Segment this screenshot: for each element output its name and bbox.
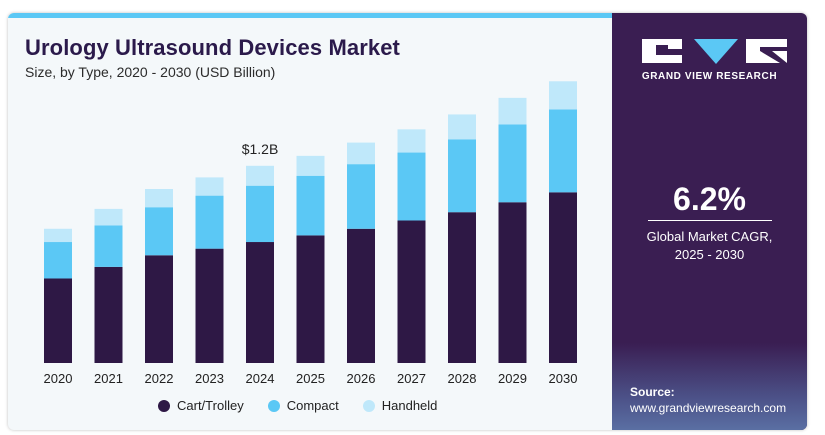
x-tick-label: 2022 — [145, 371, 174, 386]
bar-2026-handheld — [347, 142, 375, 165]
bar-2020-handheld — [44, 228, 72, 243]
x-tick-label: 2020 — [44, 371, 73, 386]
legend-item: Compact — [267, 398, 339, 413]
legend-swatch — [267, 399, 280, 412]
bar-2027-compact — [397, 152, 426, 221]
legend-item: Handheld — [362, 398, 438, 413]
bar-2023-cart-trolley — [195, 248, 224, 363]
brand-logo — [642, 39, 787, 64]
bar-2021-compact — [94, 225, 123, 267]
cagr-label-line2: 2025 - 2030 — [674, 247, 745, 262]
legend-item: Cart/Trolley — [158, 398, 244, 413]
stacked-bar-chart: 2020 2021 2022 2023 2024 $1.2B 2025 2026 2027 202… — [44, 81, 578, 386]
bar-2030-compact — [549, 109, 577, 193]
sidebar-panel: GRAND VIEW RESEARCH 6.2% Global Market C… — [612, 13, 807, 430]
x-tick-label: 2026 — [347, 371, 376, 386]
bar-2023-handheld — [195, 177, 224, 196]
bar-2025-compact — [296, 175, 325, 236]
chart-legend: Cart/Trolley Compact Handheld — [158, 398, 437, 413]
bar-2030-cart-trolley — [549, 192, 577, 363]
bar-2024-cart-trolley — [246, 242, 274, 363]
bar-2022-compact — [145, 207, 173, 256]
bar-2027-cart-trolley — [397, 220, 426, 363]
x-tick-label: 2027 — [397, 371, 426, 386]
x-tick-label: 2030 — [549, 371, 578, 386]
bar-2024-handheld — [246, 165, 274, 186]
brand-name: GRAND VIEW RESEARCH — [641, 71, 778, 82]
bar-2028-compact — [448, 139, 476, 213]
bar-2025-handheld — [296, 155, 325, 176]
bar-2022-cart-trolley — [145, 255, 173, 363]
data-label: $1.2B — [242, 141, 279, 157]
legend-label: Compact — [286, 398, 339, 413]
x-tick-label: 2029 — [498, 371, 527, 386]
legend-swatch — [158, 399, 170, 412]
bar-2027-handheld — [397, 129, 426, 153]
sidebar-gradient — [612, 343, 807, 430]
bar-2022-handheld — [145, 189, 173, 208]
chart-title: Urology Ultrasound Devices Market — [25, 35, 400, 60]
bar-2021-handheld — [94, 208, 123, 226]
bar-2025-cart-trolley — [296, 235, 325, 363]
bar-2029-cart-trolley — [498, 202, 527, 363]
bar-2024-compact — [246, 185, 274, 243]
legend-swatch — [362, 399, 375, 412]
legend-label: Handheld — [381, 398, 438, 413]
bar-2020-compact — [44, 242, 72, 279]
legend-label: Cart/Trolley — [177, 398, 244, 413]
x-tick-label: 2025 — [296, 371, 325, 386]
accent-bar — [8, 13, 612, 18]
bar-2029-compact — [498, 124, 527, 203]
chart-subtitle: Size, by Type, 2020 - 2030 (USD Billion) — [25, 64, 276, 80]
bar-2023-compact — [195, 195, 224, 249]
bar-2021-cart-trolley — [94, 266, 123, 363]
cagr-label: Global Market CAGR, 2025 - 2030 — [612, 228, 807, 264]
source-title: Source: — [630, 385, 675, 399]
bar-2026-compact — [347, 164, 375, 229]
source-link[interactable]: www.grandviewresearch.com — [630, 401, 787, 415]
x-tick-label: 2023 — [195, 371, 224, 386]
bar-2020-cart-trolley — [44, 278, 72, 363]
x-tick-label: 2028 — [448, 371, 477, 386]
cagr-divider — [648, 220, 772, 221]
bar-2029-handheld — [498, 97, 527, 125]
bar-2026-cart-trolley — [347, 228, 375, 363]
bar-2028-handheld — [448, 114, 476, 140]
infographic-card: Urology Ultrasound Devices Market Size, … — [8, 13, 807, 430]
bar-2030-handheld — [549, 81, 577, 110]
x-tick-label: 2024 — [246, 371, 275, 386]
cagr-label-line1: Global Market CAGR, — [646, 229, 773, 244]
x-tick-label: 2021 — [94, 371, 123, 386]
cagr-value: 6.2% — [673, 181, 746, 217]
bar-2028-cart-trolley — [448, 212, 476, 363]
